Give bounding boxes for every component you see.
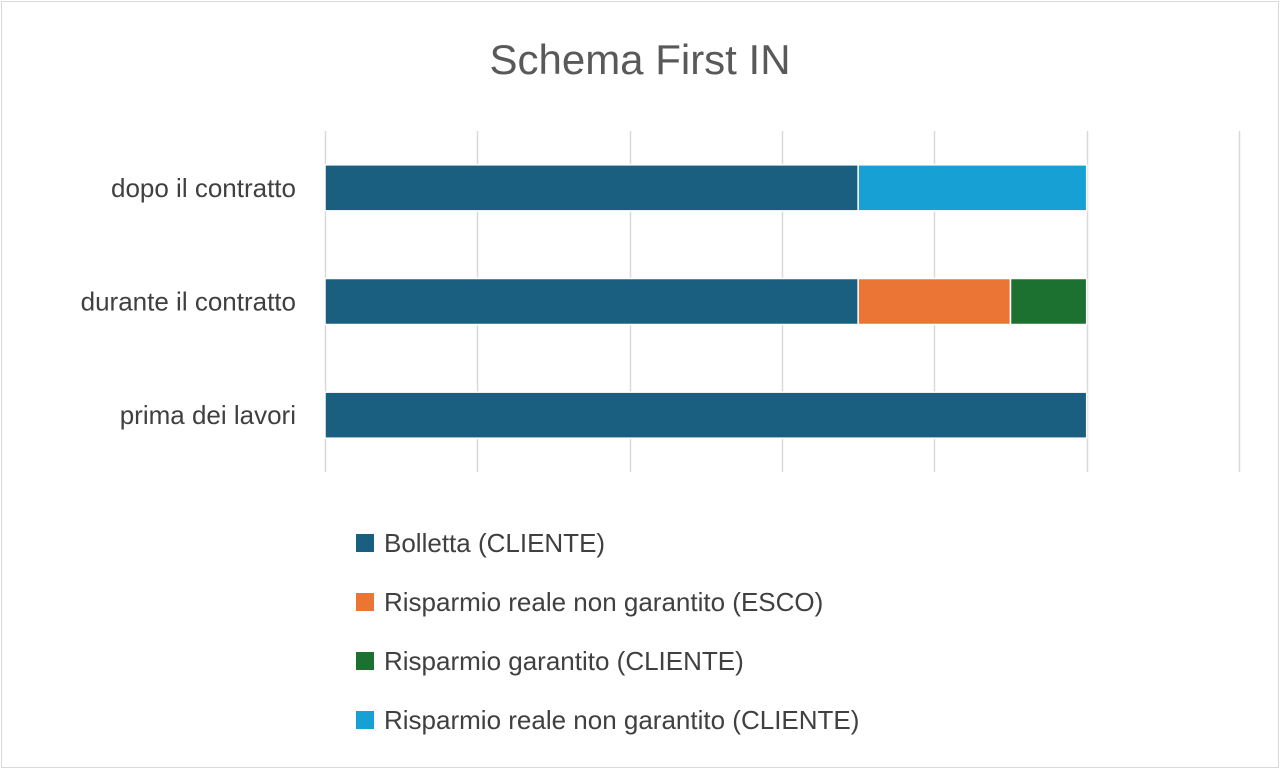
legend-swatch-2 [356,652,374,670]
category-labels: prima dei lavori durante il contratto dopo… [81,173,296,430]
chart-title: Schema First IN [489,36,790,83]
legend-label-2: Risparmio garantito (CLIENTE) [384,646,744,676]
legend-swatch-3 [356,711,374,729]
category-label-2: dopo il contratto [111,173,296,203]
legend-label-1: Risparmio reale non garantito (ESCO) [384,587,823,617]
legend-swatch-1 [356,593,374,611]
category-label-1: durante il contratto [81,287,296,317]
legend: Bolletta (CLIENTE) Risparmio reale non ga… [356,528,859,735]
bar-segment-2-3 [857,164,1088,212]
legend-swatch-0 [356,534,374,552]
category-label-0: prima dei lavori [120,400,296,430]
legend-label-3: Risparmio reale non garantito (CLIENTE) [384,705,859,735]
bar-segment-1-0 [324,277,859,326]
legend-label-0: Bolletta (CLIENTE) [384,528,605,558]
bar-segment-2-0 [324,164,859,212]
bar-segment-0-0 [324,391,1088,439]
bar-segment-1-2 [1009,277,1088,326]
bars [324,164,1088,439]
bar-segment-1-1 [857,277,1012,326]
